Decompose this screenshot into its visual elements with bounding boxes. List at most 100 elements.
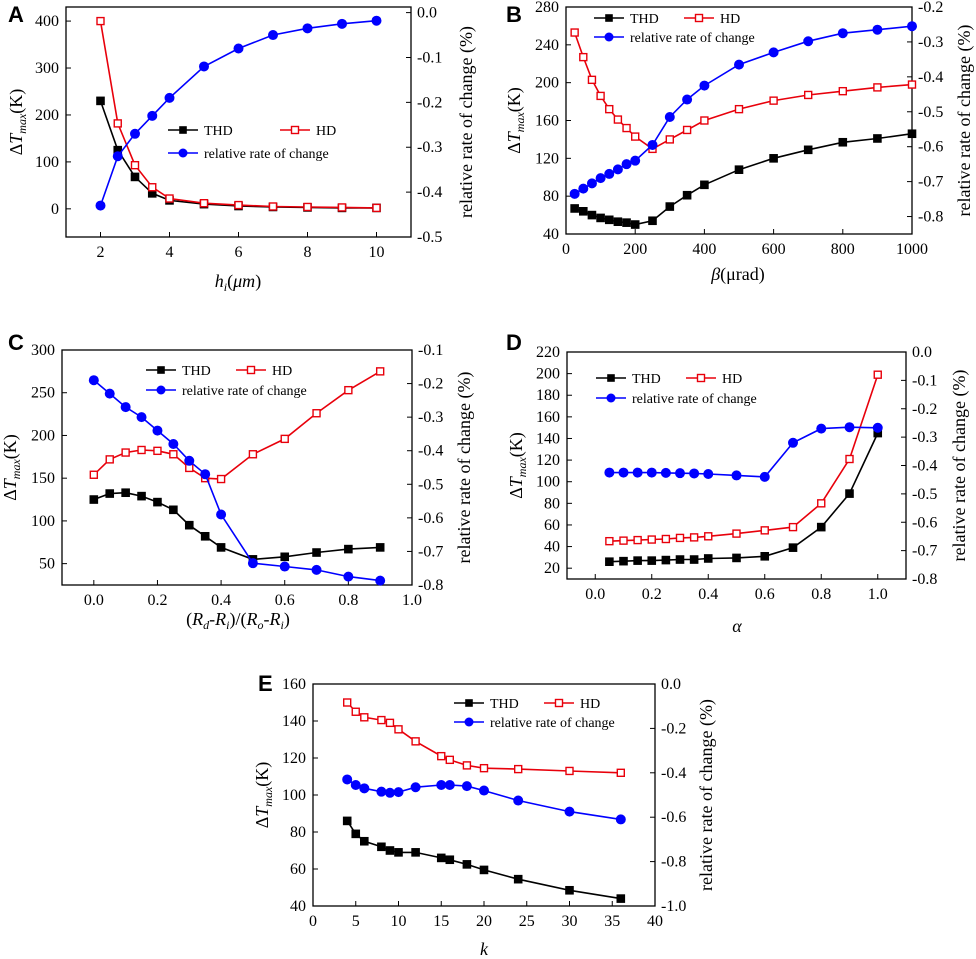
data-point-hd [704,532,713,541]
panel-letter: E [258,671,273,696]
data-point-thd [803,145,813,155]
data-point-hd [570,28,579,37]
legend-label-hd: HD [580,697,600,712]
data-point-hd [665,135,674,144]
y-left-tick-label: 140 [282,713,306,730]
data-point-rate [682,94,693,105]
data-point-hd [682,125,692,135]
y-right-tick-label: -0.5 [417,229,442,246]
data-point-hd [622,123,631,133]
y-right-tick-label: -0.2 [912,401,937,418]
data-point-thd [385,846,395,855]
data-point-hd [631,132,640,141]
series-line-rate [346,778,621,821]
y-left-axis-title: ΔTmax​(K) [0,434,23,501]
panel-letter: D [506,330,522,355]
data-point-hd [344,385,353,395]
y-right-tick-label: -0.6 [661,809,686,826]
x-tick-label: 0 [562,241,570,258]
y-right-tick-label: -0.7 [418,543,443,560]
data-point-hd [804,90,813,100]
data-point-thd [130,172,140,182]
data-point-rate [147,110,158,121]
data-point-hd [377,715,386,725]
x-tick-label: 0.6 [755,586,775,603]
data-point-hd [89,470,99,479]
legend-marker-thd [605,14,613,22]
y-left-tick-label: 250 [31,385,55,402]
data-point-rate [872,422,883,433]
data-point-rate [564,806,575,817]
data-point-thd [838,137,848,147]
y-left-tick-label: 120 [536,452,560,469]
y-left-tick-label: 100 [35,154,59,171]
data-point-thd [184,520,194,530]
x-axis-title: k [480,939,489,959]
legend-marker-hd [694,13,704,23]
data-point-rate [788,437,798,448]
data-point-hd [385,718,395,728]
data-point-rate [630,155,641,166]
legend-marker-rate [178,148,188,158]
data-point-hd [845,454,854,464]
data-point-rate [461,781,472,792]
x-tick-label: 10 [369,244,385,261]
series-line-thd [574,132,913,226]
data-point-thd [647,556,657,565]
data-point-hd [873,370,882,379]
data-point-thd [570,204,579,213]
legend-marker-hd [554,698,564,708]
y-right-tick-label: -0.4 [918,69,943,86]
data-point-hd [732,529,741,538]
y-right-tick-label: -0.8 [661,854,686,871]
y-left-tick-label: 40 [544,539,560,556]
y-left-axis-title: ΔTmax​(K) [504,87,527,154]
y-left-axis-title: ΔTmax​(K) [252,762,275,829]
data-point-thd [312,548,321,557]
data-point-hd [734,104,744,114]
y-left-tick-label: 120 [535,150,559,167]
y-right-tick-label: -0.2 [418,376,443,393]
data-point-rate [872,24,883,35]
x-tick-label: 0.8 [811,586,831,603]
legend-label-thd: THD [490,697,519,712]
y-left-tick-label: 200 [536,366,560,383]
data-point-rate [375,575,386,586]
data-point-hd [169,450,178,459]
data-point-rate [302,23,313,34]
data-point-hd [113,119,122,128]
y-left-tick-label: 160 [535,113,559,130]
data-point-hd [689,533,699,542]
y-left-tick-label: 100 [282,787,306,804]
legend-label-hd: HD [720,12,740,27]
data-point-hd [675,533,685,543]
legend-marker-hd [246,365,256,375]
y-right-tick-label: 0.0 [912,344,932,361]
data-point-rate [112,151,123,162]
y-right-tick-label: -0.3 [417,139,442,156]
legend-label-hd: HD [316,124,336,139]
y-right-tick-label: -0.8 [912,571,937,588]
data-point-hd [280,434,289,444]
data-point-thd [280,552,290,562]
x-tick-label: 5 [352,913,360,930]
panel-b: B 0 200 400 600 800 1000 40 80 120 160 200 240 280 -0.… [504,0,975,285]
data-point-thd [732,553,741,563]
data-point-hd [619,536,628,545]
y-left-tick-label: 40 [543,226,559,243]
y-right-tick-label: -0.5 [918,104,943,121]
data-point-hd [153,446,162,456]
data-point-hd [661,534,671,544]
y-right-axis-title: relative rate of change (%) [454,372,475,564]
data-point-thd [907,129,917,139]
y-right-tick-label: -0.2 [918,0,943,16]
data-point-rate [200,469,211,480]
data-point-rate [184,455,195,466]
series-line-hd [346,701,621,774]
x-tick-label: 15 [433,913,449,930]
data-point-hd [303,202,312,212]
y-right-tick-label: -0.5 [418,476,443,493]
data-point-hd [514,764,523,774]
data-point-rate [247,558,258,569]
data-point-rate [130,128,140,139]
